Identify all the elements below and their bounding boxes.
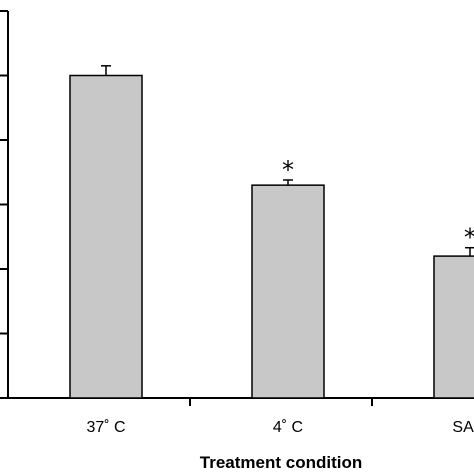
x-tick-label: 37˚ C: [86, 419, 125, 436]
x-tick-label: 4˚ C: [273, 419, 303, 436]
x-tick-label: SA+I: [452, 419, 474, 436]
bar: [69, 74, 143, 399]
x-tick-labels: 37˚ C 4˚ C SA+I: [86, 419, 474, 436]
bar: [251, 184, 325, 399]
significance-marker: *: [464, 224, 474, 252]
bars: **: [69, 65, 474, 399]
significance-marker: *: [282, 156, 294, 184]
x-axis-title: Treatment condition: [200, 453, 362, 472]
bar: [433, 255, 474, 399]
